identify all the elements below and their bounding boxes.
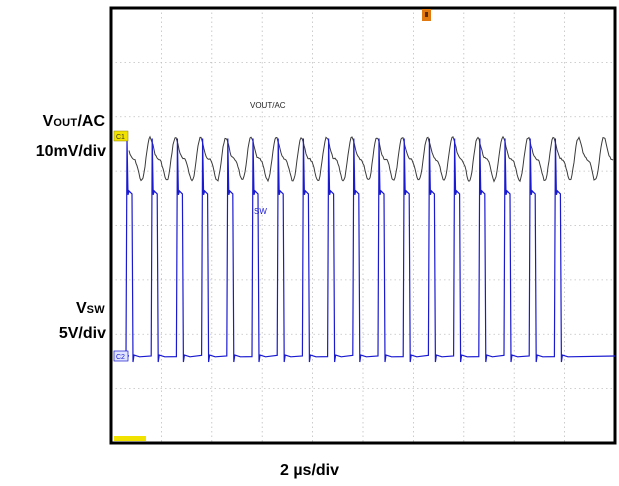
svg-text:C2: C2 [116, 354, 125, 361]
channel2-marker: C2 [113, 350, 129, 362]
vout-label: VOUT/AC [42, 113, 105, 130]
sw-trace-name: SW [254, 207, 267, 216]
channel1-marker: C1 [113, 130, 129, 142]
sw-trace [125, 138, 616, 363]
grid [111, 8, 615, 443]
vout-scale-label: 10mV/div [35, 143, 106, 160]
trigger-marker [422, 9, 431, 21]
vsw-scale-label: 5V/div [58, 325, 106, 342]
svg-text:C1: C1 [116, 134, 125, 141]
vout-ac-trace [128, 135, 614, 183]
bottom-channel-marker [114, 436, 146, 441]
vsw-label: VSW [76, 300, 105, 317]
time-scale-label: 2 µs/div [279, 462, 340, 479]
plot-frame [109, 6, 617, 445]
vout-trace-name: VOUT/AC [250, 101, 286, 110]
